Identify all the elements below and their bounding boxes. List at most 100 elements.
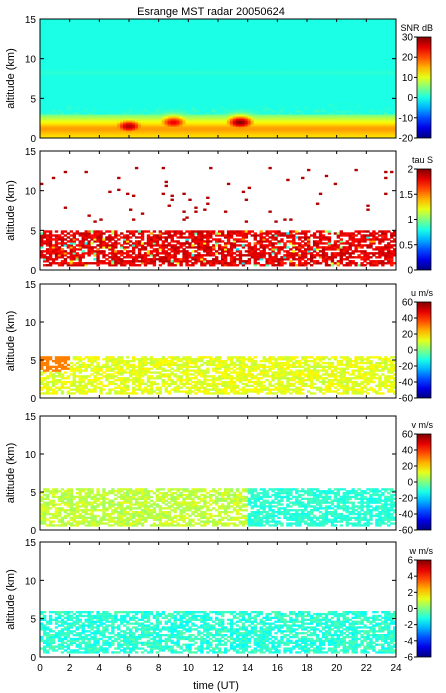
heat-cell	[256, 70, 260, 73]
heat-cell	[42, 136, 47, 139]
heat-cell	[194, 108, 198, 111]
heat-cell	[215, 126, 219, 129]
heat-cell	[218, 30, 222, 34]
heat-cell	[140, 44, 145, 48]
heat-cell	[66, 40, 71, 44]
heat-cell	[280, 40, 284, 44]
heat-cell	[108, 86, 112, 89]
heat-cell	[232, 48, 237, 52]
heat-cell	[158, 128, 163, 131]
heat-cell	[75, 116, 79, 119]
heat-cell	[229, 84, 234, 87]
heat-cell	[232, 24, 237, 28]
heat-cell	[69, 32, 74, 36]
heat-cell	[203, 136, 207, 139]
heat-cell	[140, 48, 145, 52]
heat-cell	[51, 128, 56, 131]
heat-cell	[268, 42, 272, 46]
heat-cell	[42, 74, 47, 77]
heat-cell	[194, 104, 198, 107]
heat-cell	[111, 44, 115, 48]
heat-cell	[114, 98, 118, 101]
heat-cell	[75, 102, 79, 105]
heat-cell	[247, 48, 252, 52]
heat-cell	[188, 42, 192, 46]
heat-cell	[226, 44, 231, 48]
heat-cell	[140, 84, 145, 87]
heat-cell	[57, 112, 62, 115]
heat-cell	[167, 19, 171, 22]
heat-cell	[63, 52, 68, 56]
heat-cell	[206, 36, 210, 40]
heat-cell	[271, 78, 275, 81]
heat-cell	[265, 104, 269, 107]
heat-cell	[111, 94, 115, 97]
heat-cell	[185, 96, 189, 99]
heat-cell	[182, 19, 186, 22]
heat-cell	[126, 26, 130, 30]
heat-cell	[262, 38, 266, 42]
heat-cell	[51, 86, 56, 89]
heat-cell	[185, 122, 189, 125]
heat-cell	[223, 88, 228, 91]
heat-cell	[274, 94, 278, 97]
heat-cell	[170, 126, 174, 129]
heat-cell	[75, 36, 79, 40]
heat-cell	[274, 30, 278, 34]
heat-cell	[223, 114, 228, 117]
heat-cell	[126, 50, 130, 54]
heat-cell	[200, 90, 204, 93]
heat-cell	[96, 124, 100, 127]
heat-cell	[235, 60, 240, 64]
heat-cell	[247, 72, 252, 75]
heat-cell	[111, 50, 115, 54]
heat-cell	[96, 68, 100, 71]
heat-cell	[81, 124, 85, 127]
heat-cell	[238, 136, 243, 139]
heat-cell	[140, 98, 145, 101]
heat-cell	[194, 94, 198, 97]
heat-cell	[152, 72, 157, 75]
heat-cell	[182, 56, 186, 60]
heat-cell	[191, 98, 195, 101]
heat-cell	[247, 104, 252, 107]
heat-cell	[271, 52, 275, 56]
heat-cell	[203, 42, 207, 46]
heat-cell	[238, 124, 243, 127]
heat-cell	[75, 86, 79, 89]
heat-cell	[117, 88, 121, 91]
figure-title: Esrange MST radar 20050624	[137, 6, 285, 18]
heat-cell	[146, 50, 151, 54]
heat-cell	[75, 96, 79, 99]
heat-cell	[69, 98, 74, 101]
heat-cell	[72, 22, 76, 26]
heat-cell	[226, 38, 231, 42]
heat-cell	[90, 90, 94, 93]
heat-cell	[149, 34, 154, 38]
heat-cell	[149, 68, 154, 71]
heat-cell	[66, 108, 71, 111]
heat-cell	[185, 116, 189, 119]
heat-cell	[161, 136, 165, 139]
heat-cell	[137, 114, 142, 117]
heat-cell	[75, 62, 79, 66]
heat-cell	[69, 48, 74, 52]
heat-cell	[200, 50, 204, 54]
heat-cell	[188, 88, 192, 91]
heat-cell	[75, 84, 79, 87]
heat-cell	[42, 44, 47, 48]
heat-cell	[63, 38, 68, 42]
heat-cell	[161, 90, 165, 93]
heat-cell	[51, 38, 56, 42]
heat-cell	[280, 28, 284, 32]
heat-cell	[99, 96, 103, 99]
heat-cell	[129, 68, 133, 71]
heat-cell	[140, 110, 145, 113]
heat-cell	[131, 68, 136, 71]
heat-cell	[134, 82, 139, 85]
heat-cell	[63, 30, 68, 34]
heat-cell	[78, 76, 82, 79]
heat-cell	[45, 130, 50, 133]
heat-cell	[72, 114, 76, 117]
heat-cell	[256, 40, 260, 44]
